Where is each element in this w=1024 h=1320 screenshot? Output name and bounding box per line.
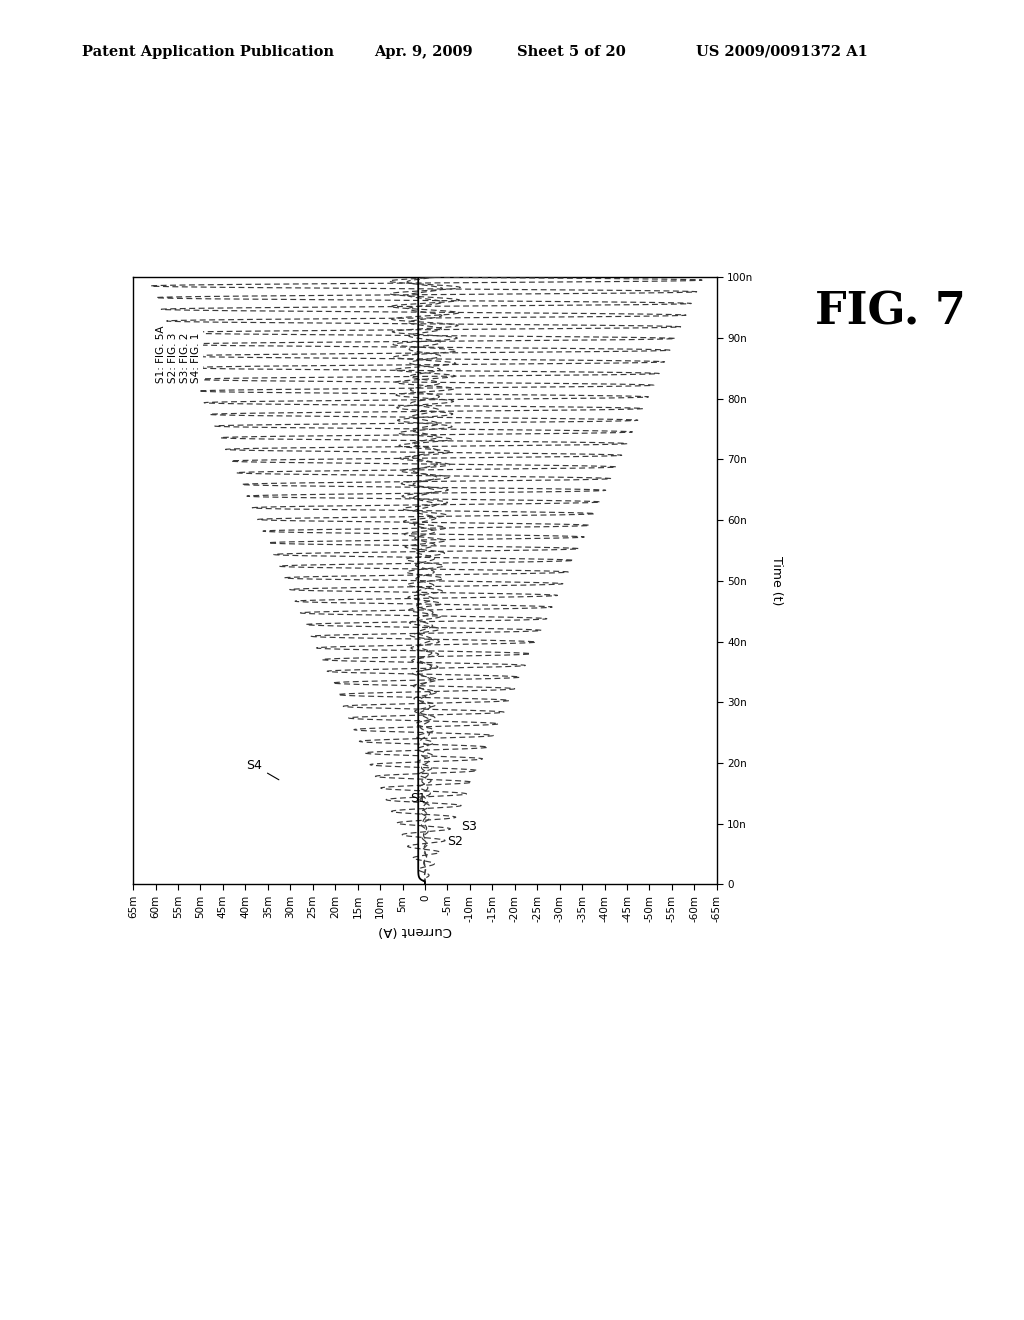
Text: Sheet 5 of 20: Sheet 5 of 20 <box>517 45 626 59</box>
Text: S2: S2 <box>447 836 463 847</box>
Text: S3: S3 <box>461 820 477 833</box>
Text: US 2009/0091372 A1: US 2009/0091372 A1 <box>696 45 868 59</box>
Y-axis label: Time (t): Time (t) <box>770 556 783 606</box>
Text: Current (A): Current (A) <box>378 924 452 937</box>
Text: S1: FIG. 5A
S2: FIG. 3
S3: FIG. 2
S4: FIG. 1: S1: FIG. 5A S2: FIG. 3 S3: FIG. 2 S4: FI… <box>157 326 202 383</box>
Text: S1: S1 <box>411 792 426 805</box>
Text: Patent Application Publication: Patent Application Publication <box>82 45 334 59</box>
Text: Apr. 9, 2009: Apr. 9, 2009 <box>374 45 472 59</box>
Text: S4: S4 <box>247 759 279 780</box>
Text: FIG. 7: FIG. 7 <box>815 290 967 334</box>
